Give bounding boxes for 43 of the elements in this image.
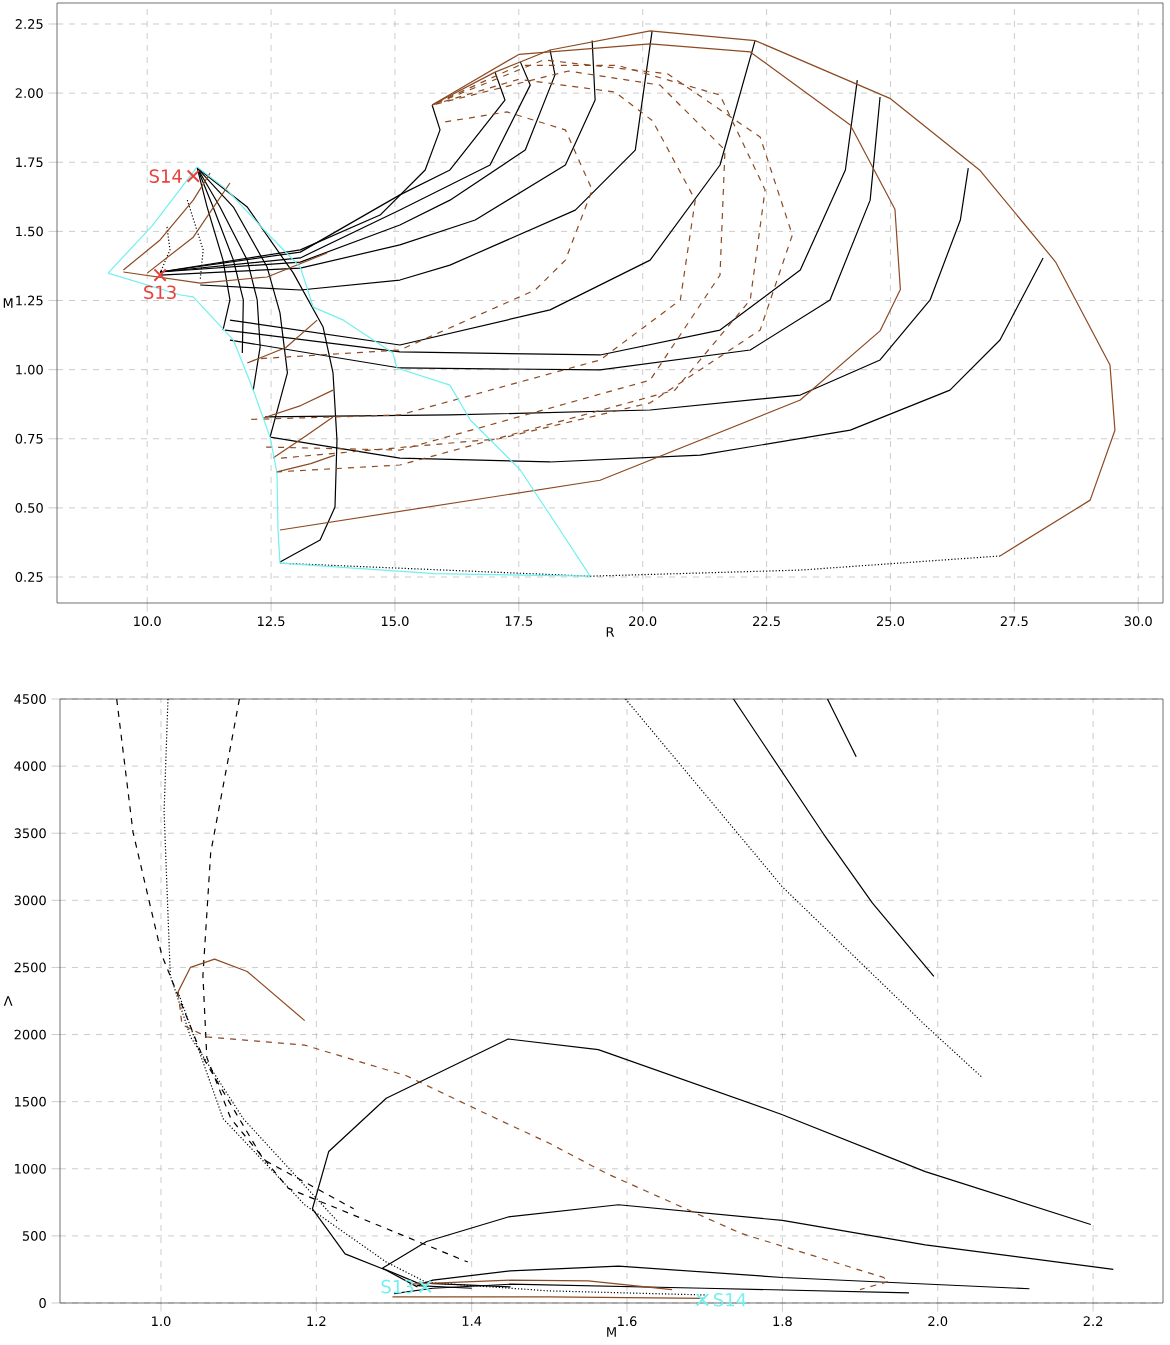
y-tick-label: 0.25 (15, 572, 43, 582)
y-tick-label: 2.25 (15, 19, 43, 29)
x-tick-label: 22.5 (753, 616, 780, 627)
y-tick-label: 1.25 (16, 295, 43, 306)
y-tick-label: 0 (39, 1298, 46, 1308)
x-tick-label: 30.0 (1124, 616, 1152, 627)
x-tick-label: 10.0 (134, 616, 161, 627)
y-tick-label: 4500 (14, 694, 46, 704)
x-tick-label: 1.4 (462, 1316, 482, 1326)
x-tick-label: 1.2 (307, 1316, 326, 1326)
y-tick-label: 0.50 (15, 502, 43, 513)
y-axis-title: M (3, 298, 13, 308)
x-tick-label: 20.0 (629, 616, 657, 627)
y-tick-label: 1000 (15, 1163, 46, 1174)
x-tick-label: 1.0 (152, 1316, 171, 1327)
y-tick-label: 1.50 (16, 226, 43, 237)
series-label: S14 (713, 1292, 747, 1307)
y-tick-label: 1500 (15, 1096, 46, 1107)
x-tick-label: 2.0 (928, 1316, 948, 1327)
y-tick-label: 500 (22, 1230, 46, 1241)
y-tick-label: 2.00 (15, 88, 43, 99)
x-tick-label: 25.0 (876, 616, 905, 627)
series-label: S13 (381, 1279, 414, 1294)
x-axis-title: R (606, 627, 615, 637)
x-tick-label: 1.6 (618, 1316, 637, 1327)
x-tick-label: 2.2 (1083, 1316, 1103, 1326)
y-tick-label: 1.00 (16, 364, 43, 375)
y-tick-label: 3500 (14, 828, 46, 839)
y-tick-label: 2500 (14, 962, 46, 973)
x-tick-label: 15.0 (381, 616, 409, 627)
x-tick-label: 17.5 (505, 616, 533, 626)
y-tick-label: 4000 (14, 761, 46, 772)
series-label: S13 (144, 285, 176, 300)
x-tick-label: 1.8 (773, 1316, 792, 1327)
y-axis-title: Λ (3, 996, 13, 1006)
y-tick-label: 0.75 (15, 433, 43, 444)
y-tick-label: 3000 (14, 895, 46, 906)
y-tick-label: 2000 (14, 1029, 46, 1040)
x-tick-label: 12.5 (258, 616, 285, 627)
series-label: S14 (149, 169, 182, 183)
x-tick-label: 27.5 (1000, 616, 1028, 627)
x-axis-title: M (607, 1327, 616, 1337)
y-tick-label: 1.75 (16, 157, 43, 168)
